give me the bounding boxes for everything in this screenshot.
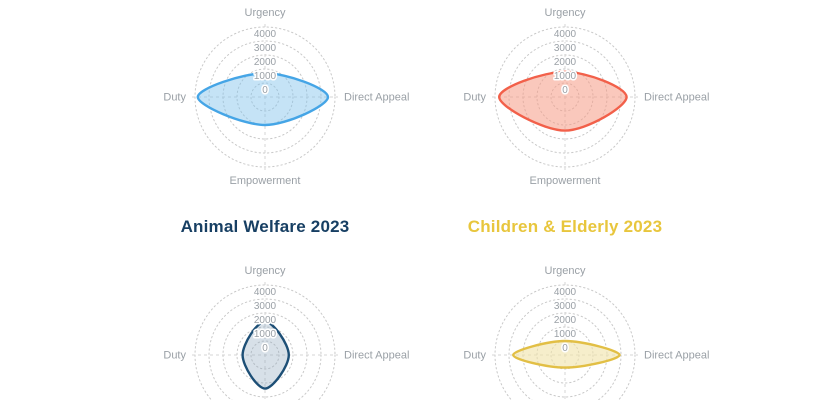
tick-label: 4000 <box>254 287 277 298</box>
axis-label-duty: Duty <box>163 92 186 104</box>
chart-title-children-elderly: Children & Elderly 2023 <box>467 217 663 236</box>
axis-label-empowerment: Empowerment <box>530 175 601 187</box>
tick-label: 2000 <box>254 57 277 68</box>
tick-label: 2000 <box>254 315 277 326</box>
axis-label-direct-appeal: Direct Appeal <box>644 92 709 104</box>
tick-label: 0 <box>262 85 268 96</box>
tick-label: 1000 <box>254 71 277 82</box>
tick-label: 3000 <box>554 43 577 54</box>
axis-label-empowerment: Empowerment <box>230 175 301 187</box>
radar-area <box>498 70 628 132</box>
axis-label-direct-appeal: Direct Appeal <box>644 350 709 362</box>
radar-area <box>241 320 290 390</box>
axis-label-duty: Duty <box>163 350 186 362</box>
axis-label-urgency: Urgency <box>545 7 586 19</box>
tick-label: 3000 <box>254 43 277 54</box>
tick-label: 1000 <box>254 329 277 340</box>
axis-label-urgency: Urgency <box>245 7 286 19</box>
axis-label-duty: Duty <box>463 92 486 104</box>
radar-area <box>512 339 621 369</box>
tick-label: 0 <box>262 343 268 354</box>
tick-label: 2000 <box>554 315 577 326</box>
axis-label-direct-appeal: Direct Appeal <box>344 92 409 104</box>
tick-label: 3000 <box>554 301 577 312</box>
axis-label-direct-appeal: Direct Appeal <box>344 350 409 362</box>
axis-label-urgency: Urgency <box>545 265 586 277</box>
tick-label: 0 <box>562 343 568 354</box>
tick-label: 4000 <box>554 29 577 40</box>
tick-label: 4000 <box>554 287 577 298</box>
axis-label-urgency: Urgency <box>245 265 286 277</box>
radar-chart-0: 0 1000 2000 3000 4000 Urgency Direct Appeal Emp… <box>163 7 409 187</box>
tick-label: 2000 <box>554 57 577 68</box>
tick-label: 1000 <box>554 329 577 340</box>
radar-area <box>196 72 330 127</box>
tick-label: 4000 <box>254 29 277 40</box>
chart-title-animal-welfare: Animal Welfare 2023 <box>180 217 350 236</box>
radar-chart-1: 0 1000 2000 3000 4000 Urgency Direct Appeal Emp… <box>463 7 709 187</box>
tick-label: 0 <box>562 85 568 96</box>
axis-label-duty: Duty <box>463 350 486 362</box>
tick-label: 3000 <box>254 301 277 312</box>
tick-label: 1000 <box>554 71 577 82</box>
